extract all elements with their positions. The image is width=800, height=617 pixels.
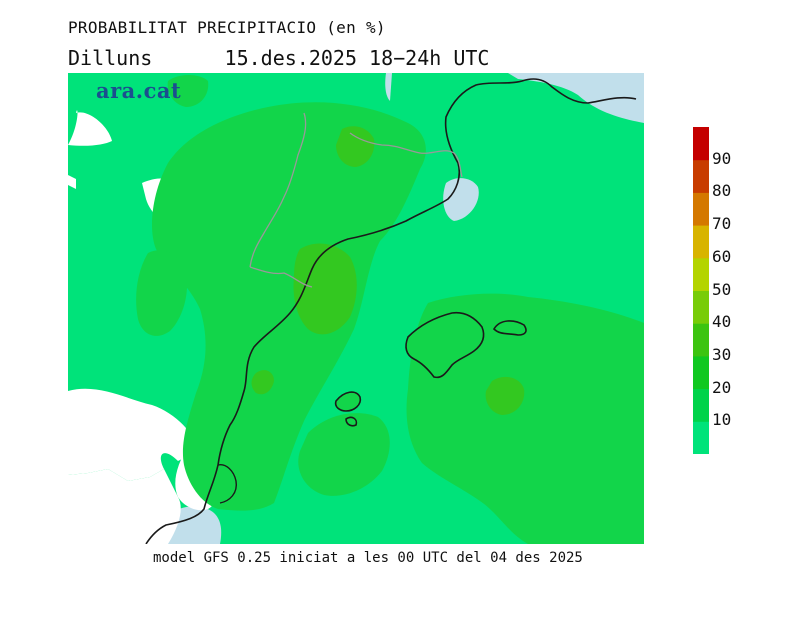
ibiza-outline — [334, 391, 362, 412]
ara-cat-logo: ara.cat — [96, 78, 182, 103]
colorbar-tick-label: 40 — [712, 312, 732, 332]
colorbar-tick-label: 80 — [712, 181, 732, 201]
band-30-island — [485, 376, 525, 415]
band-30-southwest — [251, 370, 274, 395]
colorbar-segment — [693, 421, 709, 454]
water-roses-bay — [443, 178, 479, 221]
map-title: PROBABILITAT PRECIPITACIO (en %) — [68, 18, 386, 37]
band-30-north — [336, 126, 375, 167]
colorbar-segment — [693, 159, 709, 193]
map-subtitle: Dilluns 15.des.2025 18−24h UTC — [68, 46, 489, 70]
colorbar-tick-label: 90 — [712, 148, 732, 168]
colorbar-segment — [693, 127, 709, 161]
water-gulf-lion — [508, 73, 644, 123]
catalonia-border — [349, 132, 463, 178]
subtitle-day: Dilluns — [68, 46, 153, 70]
band-30-interior — [293, 243, 357, 335]
islands — [334, 311, 527, 427]
no-data-northwest — [68, 110, 112, 146]
colorbar-segment — [693, 192, 709, 226]
colorbar-tick-label: 50 — [712, 279, 732, 299]
subtitle-period: 18−24h UTC — [369, 46, 490, 70]
regional-border — [249, 266, 313, 288]
colorbar-tick-label: 20 — [712, 377, 732, 397]
band-20-northeast — [152, 102, 426, 511]
subtitle-date: 15.des.2025 — [224, 46, 357, 70]
band-20-west — [136, 250, 188, 336]
no-data-southwest — [68, 469, 181, 544]
band-20-northcorner — [167, 75, 209, 107]
mallorca-outline — [405, 311, 485, 379]
formentera-outline — [345, 416, 358, 427]
model-info-footer: model GFS 0.25 iniciat a les 00 UTC del … — [153, 550, 583, 566]
colorbar-tick-label: 30 — [712, 344, 732, 364]
precipitation-map — [68, 73, 644, 544]
colorbar-segment — [693, 225, 709, 259]
water-top-notch — [385, 73, 392, 101]
colorbar — [693, 127, 709, 454]
no-data-small — [68, 175, 76, 189]
borders — [249, 112, 463, 288]
colorbar-segment — [693, 388, 709, 422]
colorbar-tick-label: 10 — [712, 410, 732, 430]
no-data-south — [68, 388, 198, 481]
colorbar-segment — [693, 323, 709, 357]
colorbar-tick-label: 60 — [712, 246, 732, 266]
band-20-center — [298, 413, 390, 496]
colorbar-segment — [693, 355, 709, 390]
coastlines — [145, 78, 637, 544]
spain-france-border — [249, 112, 307, 268]
menorca-outline — [492, 320, 527, 336]
colorbar-segment — [693, 290, 709, 324]
colorbar-tick-label: 70 — [712, 214, 732, 234]
river-delta-coast — [217, 464, 237, 504]
colorbar-segment — [693, 257, 709, 291]
